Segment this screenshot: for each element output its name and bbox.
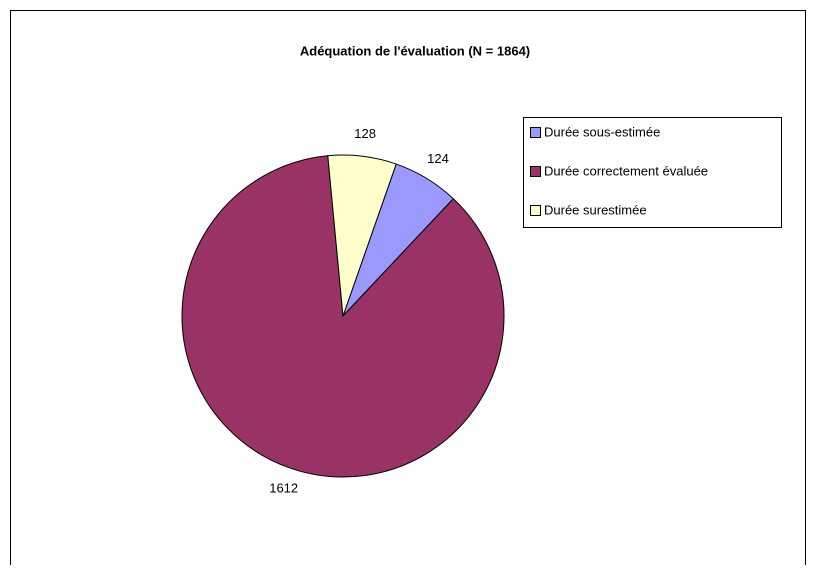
chart-frame	[10, 10, 806, 565]
data-label: 128	[354, 126, 376, 141]
legend-swatch	[530, 205, 541, 216]
pie-slice	[181, 155, 505, 478]
legend-label: Durée correctement évaluée	[544, 163, 708, 178]
legend-box	[523, 117, 782, 228]
data-label: 124	[427, 151, 449, 166]
legend-swatch	[530, 166, 541, 177]
pie-slice	[327, 154, 397, 317]
legend-label: Durée sous-estimée	[544, 124, 660, 139]
chart-title: Adéquation de l'évaluation (N = 1864)	[300, 43, 530, 58]
legend-label: Durée surestimée	[544, 202, 647, 217]
data-label: 1612	[269, 481, 298, 496]
legend-swatch	[530, 127, 541, 138]
